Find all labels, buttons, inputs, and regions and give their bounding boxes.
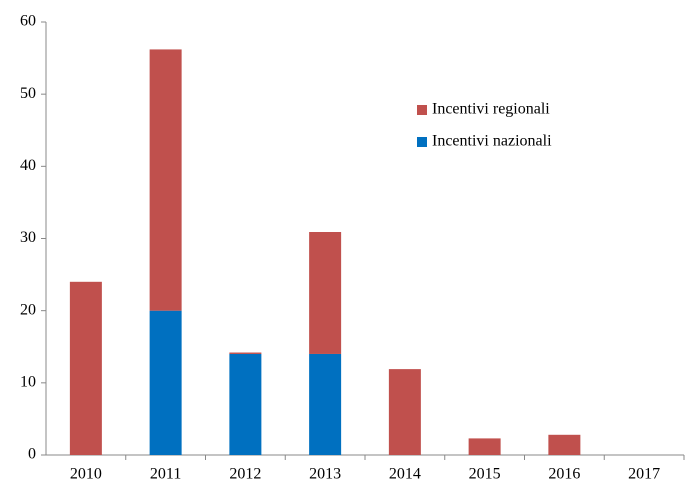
bar-segment (388, 369, 421, 455)
bar-segment (548, 434, 581, 455)
legend: Incentivi regionali Incentivi nazionali (417, 101, 552, 150)
x-tick-label: 2012 (229, 466, 261, 483)
legend-swatch (417, 137, 427, 147)
y-tick-label: 30 (20, 229, 36, 246)
bar-segment (309, 353, 342, 455)
x-tick-label: 2014 (389, 466, 421, 483)
legend-label: Incentivi nazionali (432, 133, 552, 150)
y-tick-label: 20 (20, 301, 36, 318)
legend-label: Incentivi regionali (432, 101, 550, 118)
bar-segment (468, 438, 501, 455)
y-tick-label: 0 (28, 446, 36, 463)
y-tick-label: 60 (20, 13, 36, 30)
x-tick-label: 2015 (469, 466, 501, 483)
y-tick-label: 40 (20, 157, 36, 174)
bar-segment (69, 281, 102, 455)
x-tick-label: 2010 (70, 466, 102, 483)
bar-segment (149, 310, 182, 455)
bar-segment (229, 353, 262, 455)
bar-segment (309, 232, 342, 354)
x-tick-label: 2017 (628, 466, 660, 483)
bar-segment (149, 49, 182, 311)
x-tick-label: 2011 (150, 466, 181, 483)
x-tick-label: 2013 (309, 466, 341, 483)
y-tick-label: 50 (20, 85, 36, 102)
legend-swatch (417, 105, 427, 115)
y-tick-label: 10 (20, 374, 36, 391)
x-tick-label: 2016 (548, 466, 580, 483)
bar-segment (229, 352, 262, 354)
